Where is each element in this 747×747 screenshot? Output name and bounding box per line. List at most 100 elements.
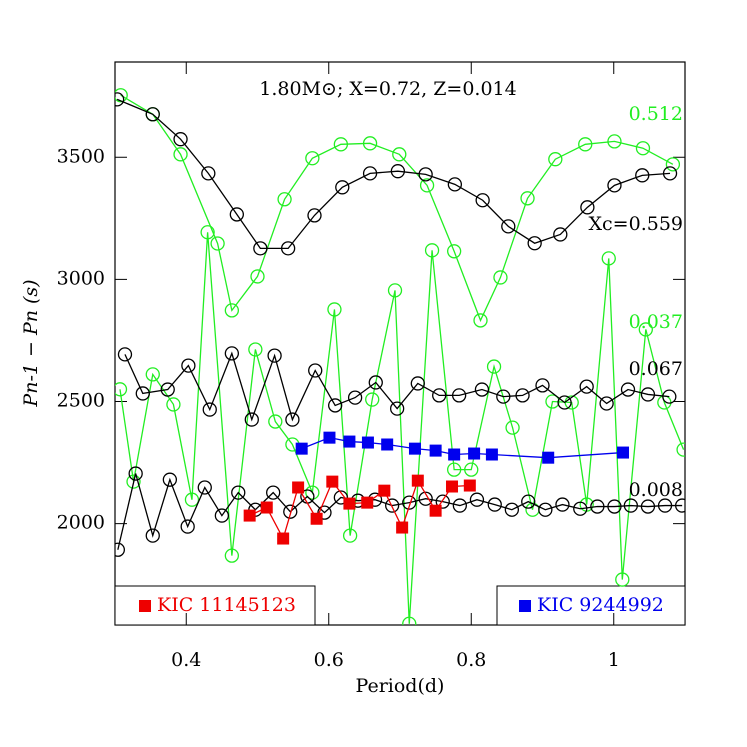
data-point (615, 572, 630, 587)
data-point (115, 92, 125, 107)
y-tick-label: 2000 (57, 512, 105, 534)
data-point (362, 136, 378, 151)
data-point (435, 494, 450, 509)
data-point (601, 251, 616, 266)
data-point (446, 244, 462, 259)
data-point (487, 497, 502, 512)
data-point (408, 442, 421, 455)
plot-area (115, 88, 685, 625)
data-point (305, 485, 320, 500)
data-point (323, 431, 336, 444)
data-point (343, 435, 356, 448)
data-point (365, 392, 380, 407)
data-point (285, 412, 300, 427)
data-point (505, 420, 520, 435)
chart-title: 1.80M⊙; X=0.72, Z=0.014 (259, 78, 516, 100)
data-point (145, 528, 160, 543)
series-label: 0.512 (629, 103, 683, 125)
data-point (590, 499, 605, 514)
data-point (418, 167, 433, 182)
data-point (548, 152, 563, 167)
data-point (620, 382, 636, 397)
data-point (280, 241, 296, 256)
data-point (504, 502, 520, 517)
data-point (390, 164, 406, 179)
data-point (184, 492, 200, 507)
data-point (402, 495, 417, 510)
data-point (396, 521, 409, 534)
data-point (166, 397, 181, 412)
data-point (640, 387, 656, 402)
x-tick-label: 0.4 (171, 649, 201, 671)
data-point (419, 178, 435, 193)
data-point (535, 378, 550, 393)
data-point (557, 395, 572, 410)
data-point (266, 485, 281, 500)
data-point (402, 616, 417, 625)
data-point (210, 236, 225, 251)
data-point (295, 442, 308, 455)
data-point (277, 192, 292, 207)
data-point (418, 491, 433, 506)
data-point (579, 379, 594, 394)
data-point (657, 498, 673, 513)
data-point (607, 134, 622, 149)
data-point (268, 414, 283, 429)
data-point (115, 542, 125, 557)
data-point (128, 466, 143, 481)
data-point (117, 347, 133, 362)
x-axis-label: Period(d) (356, 675, 445, 697)
data-point (662, 166, 678, 181)
data-point (665, 157, 681, 172)
data-point (520, 191, 535, 206)
data-point (361, 496, 374, 509)
data-point (343, 497, 356, 510)
data-point (464, 462, 479, 477)
data-point (446, 462, 462, 477)
data-point (432, 388, 447, 403)
legend-label: KIC 11145123 (157, 594, 296, 616)
data-point (485, 448, 498, 461)
x-tick-label: 0.8 (456, 649, 486, 671)
data-point (545, 394, 560, 409)
series-line (116, 98, 671, 250)
data-point (305, 151, 320, 166)
data-point (180, 519, 195, 534)
data-point (387, 283, 403, 298)
data-point (607, 499, 622, 514)
data-point (463, 479, 476, 492)
data-point (493, 270, 508, 285)
data-point (201, 166, 216, 181)
y-tick-label: 3500 (57, 145, 105, 167)
data-point (292, 481, 305, 494)
data-point (328, 398, 343, 413)
data-point (468, 447, 481, 460)
x-tick-label: 1 (608, 649, 620, 671)
data-point (475, 193, 490, 208)
legend-marker (139, 600, 151, 612)
data-point (362, 166, 378, 181)
data-point (260, 501, 273, 514)
data-point (135, 386, 150, 401)
data-point (197, 480, 212, 495)
data-point (307, 208, 322, 223)
data-point (253, 241, 268, 256)
data-point (623, 498, 638, 513)
series-label: 0.008 (629, 479, 683, 501)
data-point (160, 382, 175, 397)
series-line (117, 473, 683, 550)
series-line (120, 94, 674, 323)
data-point (580, 200, 595, 215)
legend-marker (519, 600, 531, 612)
data-point (448, 448, 461, 461)
data-point (607, 178, 622, 193)
data-point (501, 219, 516, 234)
data-point (424, 243, 440, 258)
data-point (515, 388, 530, 403)
data-point (486, 359, 502, 374)
data-point (327, 302, 342, 317)
data-point (243, 509, 256, 522)
data-point (214, 508, 230, 523)
data-point (126, 474, 141, 489)
